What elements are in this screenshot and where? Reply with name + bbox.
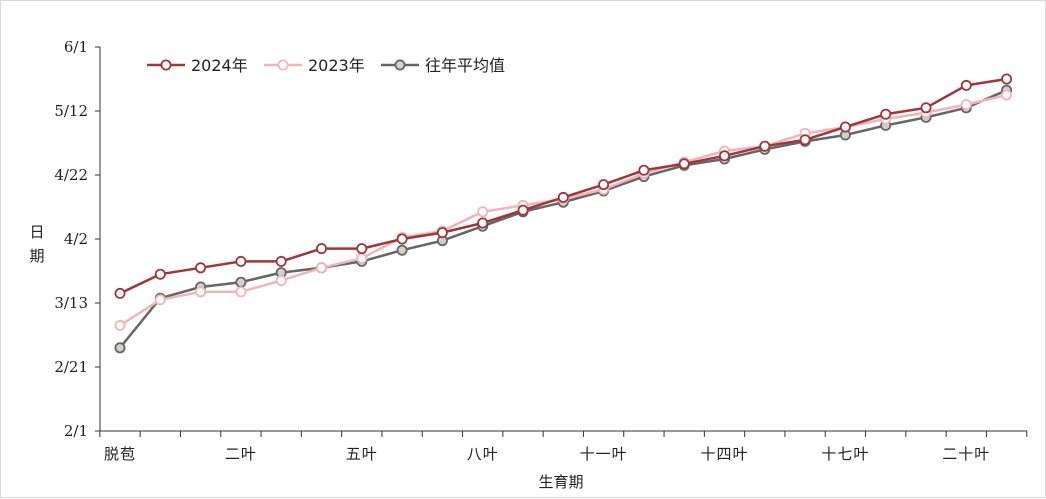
x-tick-label: 十七叶	[821, 445, 869, 463]
legend-label: 2024年	[191, 56, 248, 75]
data-point	[839, 121, 851, 133]
y-tick-label: 6/1	[64, 38, 88, 56]
data-point	[195, 286, 207, 298]
legend-swatch-marker	[277, 59, 289, 71]
data-point	[719, 150, 731, 162]
legend-swatch-marker	[160, 59, 172, 71]
data-point	[960, 79, 972, 91]
data-point	[436, 227, 448, 239]
data-point	[195, 262, 207, 274]
y-tick-label: 5/12	[54, 102, 88, 120]
series-group	[114, 73, 1013, 354]
legend-item-2: 2023年	[264, 56, 365, 75]
data-point	[114, 342, 126, 354]
x-tick-labels: 脱苞 二叶 五叶 八叶 十一叶 十四叶 十七叶 二十叶	[104, 445, 990, 463]
data-point	[275, 255, 287, 267]
data-point	[1001, 89, 1013, 101]
data-point	[960, 99, 972, 111]
y-axis-title-char-2: 期	[29, 247, 44, 265]
data-point	[315, 262, 327, 274]
series-line	[119, 77, 1007, 295]
data-point	[598, 179, 610, 191]
legend-label: 2023年	[308, 56, 365, 75]
legend-item-1: 2024年	[147, 56, 248, 75]
data-point	[275, 275, 287, 287]
data-point	[517, 204, 529, 216]
y-tick-label: 4/22	[54, 166, 88, 184]
x-tick-label: 八叶	[467, 445, 499, 463]
data-point	[396, 244, 408, 256]
data-point	[678, 158, 690, 170]
legend-swatch-marker	[394, 59, 406, 71]
x-tick-label: 二叶	[225, 445, 257, 463]
data-point	[235, 276, 247, 288]
data-point	[1001, 73, 1013, 85]
axes	[95, 46, 1028, 437]
data-point	[356, 252, 368, 264]
data-point	[638, 164, 650, 176]
data-point	[477, 206, 489, 218]
x-tick-label: 十四叶	[700, 445, 748, 463]
x-tick-label: 二十叶	[942, 445, 990, 463]
data-point	[114, 319, 126, 331]
y-tick-label: 4/2	[64, 230, 88, 248]
x-tick-label: 十一叶	[580, 445, 628, 463]
x-tick-label: 五叶	[346, 445, 378, 463]
series-3	[114, 84, 1013, 354]
data-point	[557, 191, 569, 203]
data-point	[477, 217, 489, 229]
data-point	[154, 268, 166, 280]
y-tick-label: 2/1	[64, 422, 88, 440]
y-axis-title-char-1: 日	[29, 223, 44, 241]
x-axis-title: 生育期	[538, 473, 583, 491]
data-point	[154, 294, 166, 306]
y-tick-label: 3/13	[54, 294, 88, 312]
series-1	[114, 73, 1013, 299]
legend-label: 往年平均值	[425, 56, 505, 75]
data-point	[759, 140, 771, 152]
data-point	[920, 102, 932, 114]
data-point	[315, 243, 327, 255]
y-tick-labels: 2/1 2/21 3/13 4/2 4/22 5/12 6/1	[54, 38, 88, 440]
legend-item-3: 往年平均值	[381, 56, 505, 75]
y-tick-label: 2/21	[54, 358, 88, 376]
x-tick-label: 脱苞	[104, 445, 136, 463]
legend: 2024年 2023年 往年平均值	[147, 56, 505, 75]
data-point	[235, 286, 247, 298]
data-point	[114, 287, 126, 299]
data-point	[356, 243, 368, 255]
data-point	[799, 134, 811, 146]
data-point	[235, 255, 247, 267]
series-line	[119, 89, 1008, 349]
data-point	[396, 233, 408, 245]
data-point	[880, 108, 892, 120]
